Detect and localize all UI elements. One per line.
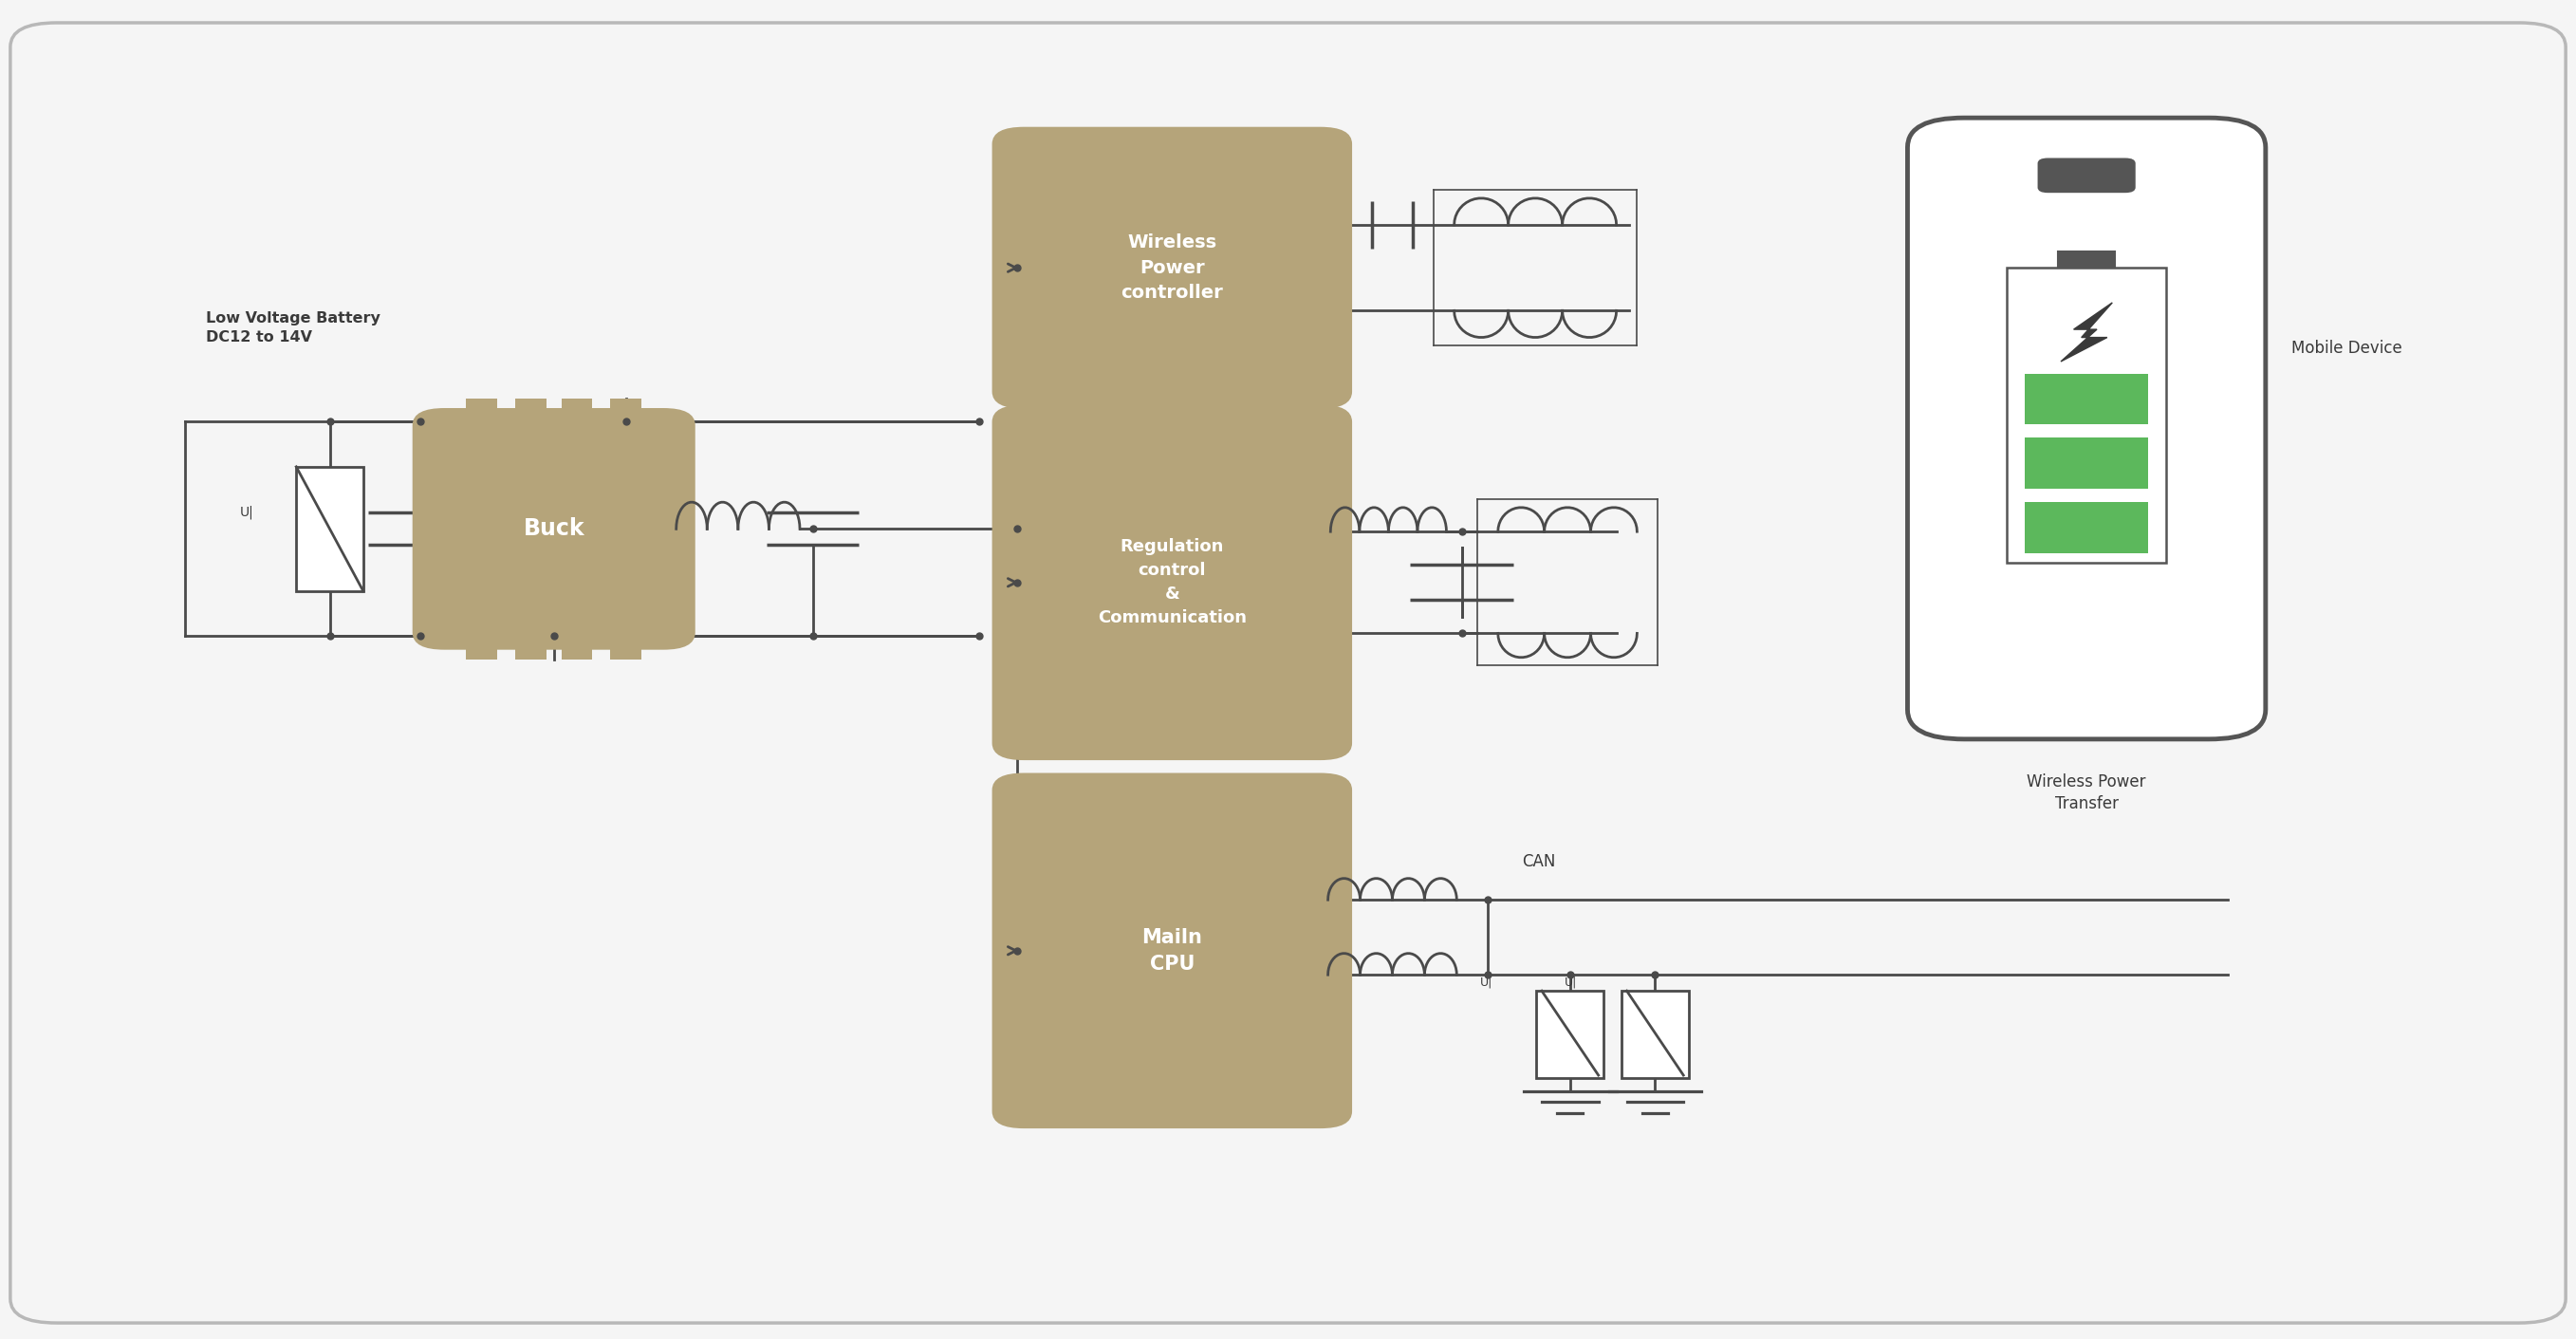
FancyBboxPatch shape	[2038, 158, 2136, 193]
Text: Wireless
Power
controller: Wireless Power controller	[1121, 233, 1224, 303]
FancyBboxPatch shape	[412, 410, 693, 649]
Bar	[1623, 991, 1690, 1078]
Bar	[2025, 502, 2148, 553]
Bar	[611, 399, 641, 426]
Text: U|: U|	[240, 505, 252, 518]
FancyBboxPatch shape	[1906, 118, 2267, 739]
Bar	[611, 633, 641, 660]
Text: Buck: Buck	[523, 517, 585, 541]
Text: Low Voltage Battery
DC12 to 14V: Low Voltage Battery DC12 to 14V	[206, 312, 381, 344]
Text: Mobile Device: Mobile Device	[2293, 340, 2403, 356]
FancyBboxPatch shape	[992, 774, 1350, 1127]
Bar	[2058, 252, 2115, 268]
FancyBboxPatch shape	[992, 406, 1350, 759]
Text: Regulation
control
&
Communication: Regulation control & Communication	[1097, 538, 1247, 627]
Text: U|: U|	[1566, 976, 1577, 988]
Text: Mailn
CPU: Mailn CPU	[1141, 928, 1203, 973]
Bar	[562, 633, 592, 660]
Bar	[466, 633, 497, 660]
FancyBboxPatch shape	[10, 23, 2566, 1323]
FancyBboxPatch shape	[992, 129, 1350, 408]
Text: Wireless Power
Transfer: Wireless Power Transfer	[2027, 773, 2146, 813]
Bar	[296, 467, 363, 590]
Bar	[2007, 268, 2166, 562]
Bar	[515, 399, 546, 426]
Bar	[515, 633, 546, 660]
Text: CAN: CAN	[1522, 853, 1556, 870]
Text: U|: U|	[1481, 976, 1492, 988]
Bar	[466, 399, 497, 426]
Bar	[2025, 438, 2148, 489]
Bar	[562, 399, 592, 426]
Bar	[2025, 374, 2148, 424]
Polygon shape	[2061, 303, 2112, 362]
Bar	[1538, 991, 1605, 1078]
